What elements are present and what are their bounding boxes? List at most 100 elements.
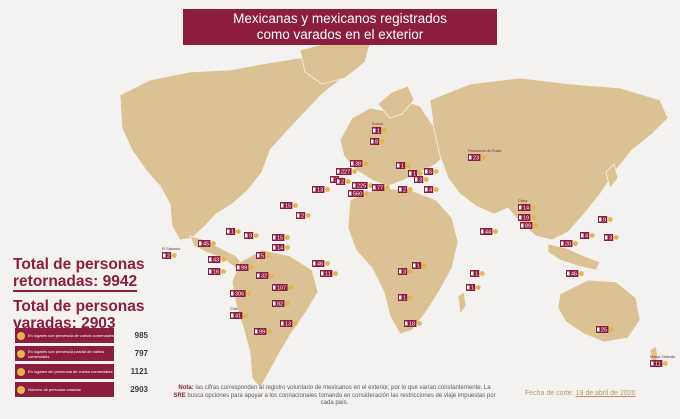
- country-marker: 89: [520, 222, 538, 230]
- country-marker: 14: [272, 244, 290, 252]
- japan: [605, 163, 619, 189]
- marker-box: [604, 234, 614, 241]
- plane-icon: [421, 263, 427, 268]
- footnote: Nota: las cifras corresponden al registr…: [172, 385, 497, 408]
- plane-icon: [243, 313, 248, 318]
- legend-label: En lugares sin presencia de vuelos comer…: [28, 369, 113, 374]
- plane-icon: [364, 191, 369, 196]
- marker-box: [580, 232, 590, 239]
- marker-box: [560, 240, 573, 247]
- marker-box: [254, 328, 267, 335]
- marker-value: 82: [277, 302, 283, 308]
- marker-value: 11: [325, 272, 331, 278]
- plane-partial-icon: [17, 349, 25, 358]
- marker-value: 306: [235, 292, 244, 298]
- country-marker: 25: [596, 326, 614, 334]
- people-icon: [413, 263, 416, 268]
- people-icon: [651, 361, 654, 366]
- people-icon: [245, 233, 248, 238]
- plane-icon: [407, 187, 413, 192]
- legend-value: 1121: [130, 367, 148, 376]
- country-label: Chile: [230, 307, 238, 311]
- country-marker: 82: [272, 300, 290, 308]
- note-sre: SRE: [173, 392, 186, 399]
- plane-icon: [579, 271, 584, 276]
- people-icon: [521, 223, 524, 228]
- country-marker: 4: [580, 232, 595, 240]
- marker-value: 18: [409, 322, 415, 328]
- plane-icon: [609, 327, 614, 332]
- country-marker: 99: [236, 264, 254, 272]
- plane-icon: [423, 177, 429, 182]
- people-icon: [281, 321, 284, 326]
- title-banner: Mexicanas y mexicanos registrados como v…: [183, 9, 497, 45]
- country-label: Nueva Zelandia: [650, 355, 675, 359]
- marker-value: 2: [167, 254, 170, 260]
- plane-icon: [235, 229, 241, 234]
- marker-value: 4: [429, 188, 432, 194]
- southeast-asia: [547, 243, 601, 271]
- country-marker: 15: [272, 234, 290, 242]
- country-marker: 32: [256, 272, 274, 280]
- marker-box: [272, 284, 288, 291]
- plane-icon: [352, 169, 357, 174]
- legend-row: En lugares con presencia de vuelos comer…: [15, 328, 155, 343]
- plane-icon: [171, 253, 177, 258]
- plane-icon: [333, 271, 338, 276]
- marker-box: [408, 170, 418, 177]
- marker-box: [280, 202, 293, 209]
- date-value: 19 de abril de 2020: [575, 390, 636, 397]
- people-icon: [561, 241, 564, 246]
- plane-icon: [325, 261, 330, 266]
- australia: [557, 279, 641, 343]
- country-marker: 1: [466, 284, 481, 292]
- country-marker: 1: [408, 170, 423, 178]
- marker-value: 3: [609, 236, 612, 242]
- people-icon: [231, 313, 234, 318]
- total-retornadas-line-1: Total de personas: [13, 256, 145, 273]
- people-icon: [199, 241, 202, 246]
- country-marker: 3: [414, 176, 429, 184]
- marker-box: [520, 222, 533, 229]
- plane-icon: [267, 329, 272, 334]
- marker-value: 3: [403, 270, 406, 276]
- plane-icon: [221, 269, 226, 274]
- plane-icon: [407, 295, 413, 300]
- total-varadas: Total de personas varadas: 2903: [13, 298, 145, 332]
- plane-icon: [479, 271, 485, 276]
- marker-box: [256, 272, 269, 279]
- marker-box: [372, 184, 385, 191]
- marker-box: [272, 244, 285, 251]
- plane-icon: [288, 285, 293, 290]
- marker-value: 23: [473, 156, 479, 162]
- people-icon: [255, 329, 258, 334]
- legend-row: En lugares con presencia parcial de vuel…: [15, 346, 155, 361]
- plane-icon: [407, 269, 413, 274]
- marker-value: 5: [261, 254, 264, 260]
- marker-value: 2: [341, 180, 344, 186]
- country-marker: 16: [208, 268, 226, 276]
- plane-icon: [363, 161, 368, 166]
- marker-value: 1: [417, 264, 420, 270]
- legend-value: 797: [134, 349, 148, 358]
- country-marker: 43: [208, 256, 226, 264]
- country-marker: 13: [312, 186, 330, 194]
- marker-box: [236, 264, 249, 271]
- country-label: El Salvador: [162, 247, 181, 251]
- legend-label: Número de personas varadas: [28, 387, 81, 392]
- people-icon: [425, 187, 428, 192]
- people-icon: [397, 163, 400, 168]
- people-icon: [273, 301, 276, 306]
- people-icon: [237, 265, 240, 270]
- plane-icon: [385, 185, 390, 190]
- country-marker: 9: [598, 216, 613, 224]
- people-icon: [371, 139, 374, 144]
- legend-label: En lugares con presencia de vuelos comer…: [28, 333, 114, 338]
- country-marker: 38: [350, 160, 368, 168]
- country-marker: Chile 41: [230, 307, 248, 320]
- country-marker: Nueva Zelandia 11: [650, 355, 675, 368]
- marker-box: [296, 212, 306, 219]
- plane-icon: [417, 321, 422, 326]
